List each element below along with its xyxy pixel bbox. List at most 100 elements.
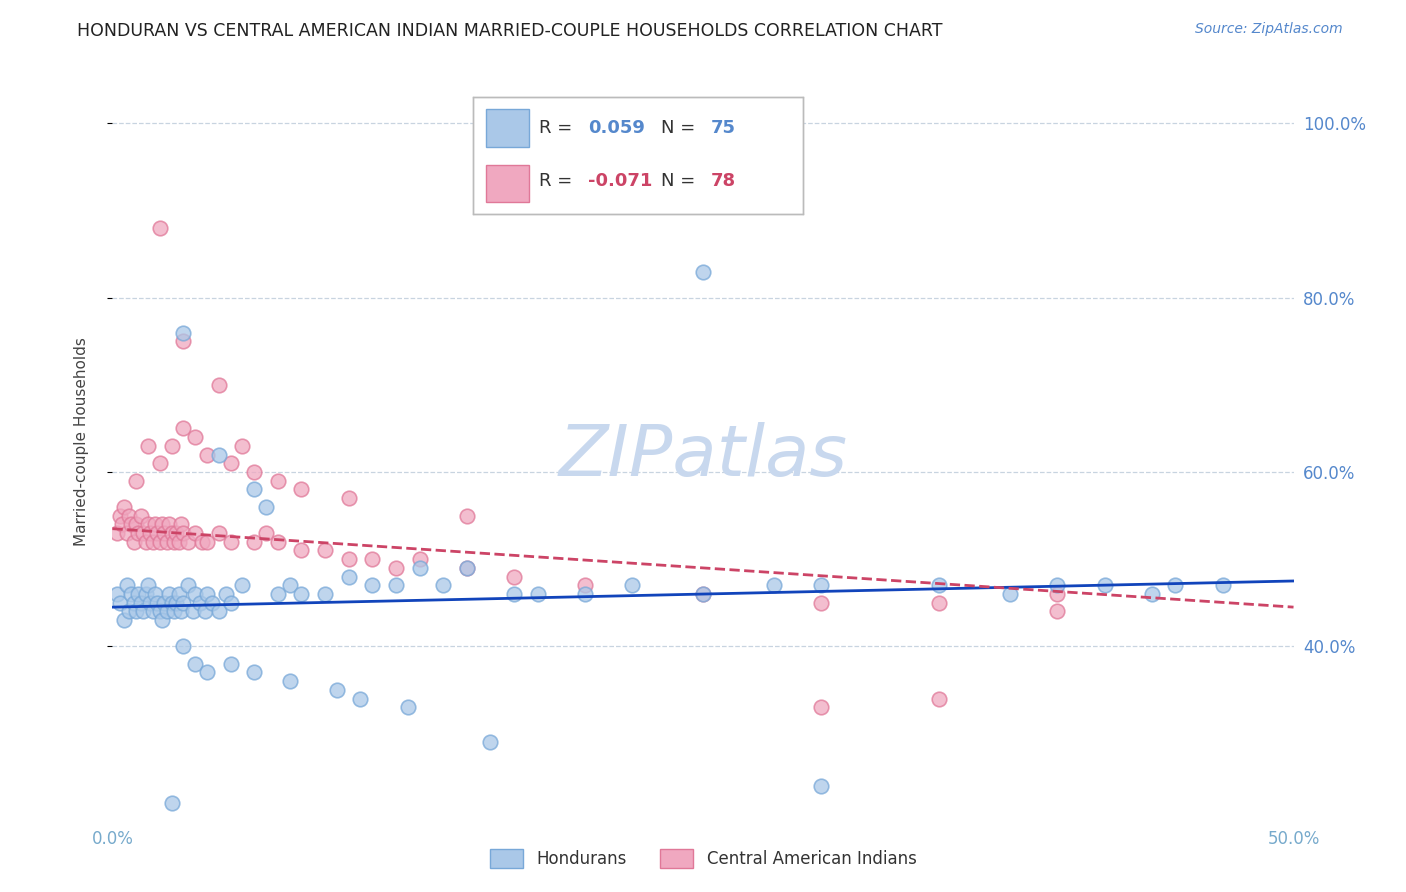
Point [195, 665, 218, 680]
Point [108, 508, 131, 523]
Point [267, 474, 290, 488]
Point [810, 578, 832, 592]
Point [172, 421, 194, 435]
Point [385, 561, 408, 575]
Point [177, 534, 200, 549]
Point [479, 735, 502, 749]
Point [574, 578, 596, 592]
Point [172, 334, 194, 349]
Point [129, 596, 152, 610]
Point [195, 587, 218, 601]
Point [120, 587, 142, 601]
Point [118, 508, 141, 523]
Point [184, 657, 207, 671]
Point [153, 596, 176, 610]
Point [385, 578, 408, 592]
Point [526, 587, 548, 601]
Point [132, 605, 155, 619]
Point [337, 552, 360, 566]
Point [692, 264, 714, 278]
Point [219, 456, 242, 470]
Point [111, 517, 134, 532]
Point [156, 605, 179, 619]
Point [184, 587, 207, 601]
Point [243, 483, 266, 497]
Point [105, 526, 128, 541]
Point [762, 578, 785, 592]
Point [139, 596, 162, 610]
Point [142, 534, 165, 549]
Point [157, 587, 180, 601]
Point [692, 587, 714, 601]
Point [1094, 578, 1116, 592]
Point [503, 587, 526, 601]
Point [150, 613, 173, 627]
Point [160, 439, 183, 453]
Point [195, 448, 218, 462]
Point [160, 796, 183, 810]
Point [810, 779, 832, 793]
Point [129, 508, 152, 523]
Point [290, 587, 312, 601]
Point [118, 605, 141, 619]
Point [136, 517, 159, 532]
Text: HONDURAN VS CENTRAL AMERICAN INDIAN MARRIED-COUPLE HOUSEHOLDS CORRELATION CHART: HONDURAN VS CENTRAL AMERICAN INDIAN MARR… [77, 22, 943, 40]
Point [215, 587, 238, 601]
Point [928, 578, 950, 592]
Point [1046, 605, 1069, 619]
Point [219, 534, 242, 549]
Text: Source: ZipAtlas.com: Source: ZipAtlas.com [1195, 22, 1343, 37]
Point [243, 665, 266, 680]
Point [290, 483, 312, 497]
Point [219, 596, 242, 610]
Point [254, 500, 277, 514]
Point [160, 526, 183, 541]
Point [1212, 578, 1234, 592]
Point [157, 517, 180, 532]
Point [125, 517, 148, 532]
Point [143, 517, 166, 532]
Point [928, 596, 950, 610]
Point [146, 596, 169, 610]
Point [177, 578, 200, 592]
Point [105, 587, 128, 601]
Point [810, 700, 832, 714]
Point [201, 596, 224, 610]
Point [456, 561, 478, 575]
Point [314, 587, 336, 601]
Point [181, 605, 204, 619]
Point [127, 526, 149, 541]
Point [115, 526, 138, 541]
Point [349, 691, 371, 706]
Point [810, 596, 832, 610]
Point [122, 596, 145, 610]
Point [146, 526, 169, 541]
Point [184, 526, 207, 541]
Point [692, 587, 714, 601]
Point [112, 613, 135, 627]
Point [149, 605, 172, 619]
Point [456, 561, 478, 575]
Point [208, 448, 231, 462]
Point [125, 605, 148, 619]
Point [191, 534, 214, 549]
Point [396, 700, 419, 714]
Point [115, 578, 138, 592]
Point [574, 587, 596, 601]
Point [136, 578, 159, 592]
Point [165, 596, 187, 610]
Point [361, 578, 384, 592]
Point [243, 465, 266, 479]
Point [326, 682, 349, 697]
Point [1046, 587, 1069, 601]
Point [231, 439, 253, 453]
Point [132, 526, 155, 541]
Point [167, 534, 190, 549]
Point [163, 534, 186, 549]
Point [143, 587, 166, 601]
Point [125, 474, 148, 488]
Point [998, 587, 1021, 601]
Point [172, 526, 194, 541]
Point [254, 526, 277, 541]
Point [163, 605, 186, 619]
